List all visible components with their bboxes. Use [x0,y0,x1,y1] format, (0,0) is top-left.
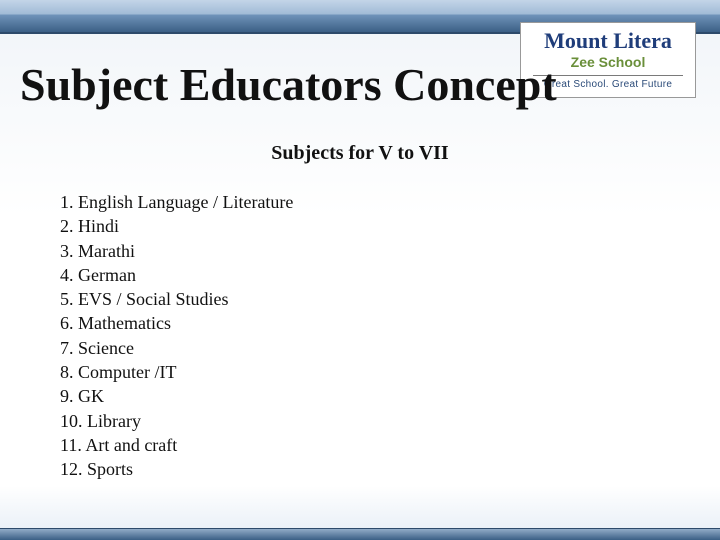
list-item: 8. Computer /IT [60,360,293,384]
list-item: 12. Sports [60,457,293,481]
list-item: 11. Art and craft [60,433,293,457]
bottom-bar-decoration [0,528,720,540]
page-subtitle: Subjects for V to VII [0,142,720,165]
logo-sub-text: Zee School [571,54,646,70]
logo-tagline: Great School. Great Future [544,79,672,90]
list-item: 3. Marathi [60,239,293,263]
list-item: 5. EVS / Social Studies [60,287,293,311]
list-item: 2. Hindi [60,214,293,238]
list-item: 6. Mathematics [60,311,293,335]
logo-main-text: Mount Litera [544,30,672,52]
list-item: 10. Library [60,409,293,433]
subject-list: 1. English Language / Literature 2. Hind… [60,190,293,482]
list-item: 4. German [60,263,293,287]
list-item: 7. Science [60,336,293,360]
list-item: 9. GK [60,384,293,408]
list-item: 1. English Language / Literature [60,190,293,214]
slide: Mount Litera Zee School Great School. Gr… [0,0,720,540]
page-title: Subject Educators Concept [20,58,557,111]
